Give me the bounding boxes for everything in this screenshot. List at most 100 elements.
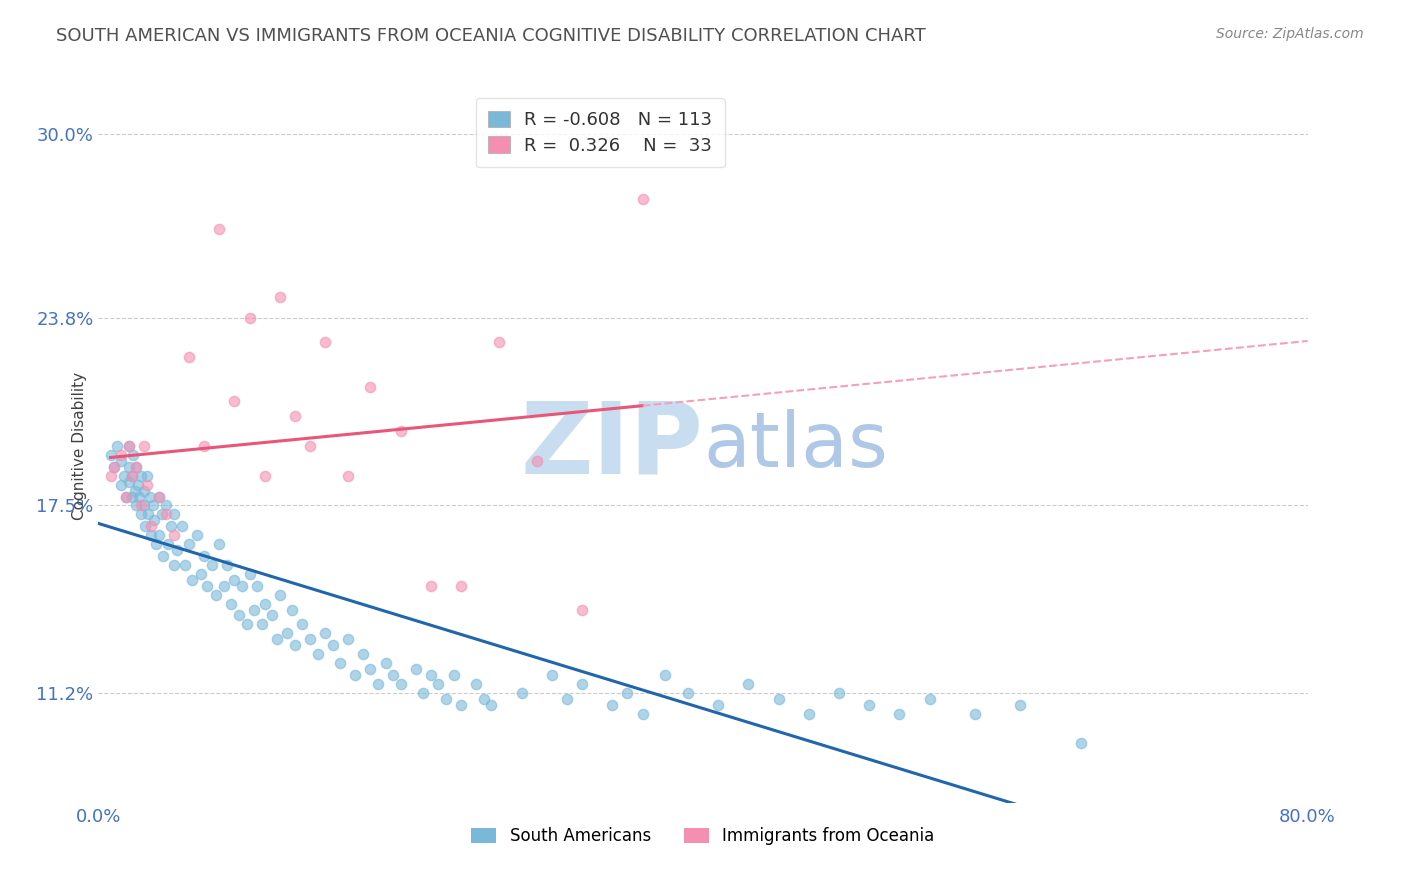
Point: [616, 686, 638, 700]
Point: [450, 698, 472, 712]
Point: [235, 617, 257, 632]
Point: [118, 439, 141, 453]
Point: [427, 677, 450, 691]
Point: [676, 686, 699, 700]
Point: [540, 668, 562, 682]
Point: [150, 508, 173, 522]
Point: [103, 459, 125, 474]
Point: [307, 647, 329, 661]
Point: [166, 543, 188, 558]
Point: [450, 579, 472, 593]
Point: [262, 608, 284, 623]
Point: [284, 409, 307, 424]
Point: [367, 677, 389, 691]
Point: [858, 698, 880, 712]
Point: [314, 334, 336, 349]
Point: [707, 698, 730, 712]
Point: [352, 647, 374, 661]
Point: [125, 499, 148, 513]
Point: [118, 439, 141, 453]
Point: [155, 499, 177, 513]
Point: [148, 528, 170, 542]
Point: [193, 549, 215, 563]
Point: [105, 439, 128, 453]
Point: [201, 558, 224, 572]
Point: [239, 311, 262, 326]
Point: [389, 424, 412, 438]
Point: [299, 439, 322, 453]
Point: [129, 508, 152, 522]
Point: [631, 192, 654, 206]
Point: [148, 490, 170, 504]
Point: [434, 691, 457, 706]
Point: [148, 490, 170, 504]
Point: [134, 519, 156, 533]
Point: [103, 459, 125, 474]
Point: [141, 519, 163, 533]
Point: [284, 638, 307, 652]
Point: [208, 537, 231, 551]
Point: [128, 490, 150, 504]
Point: [889, 706, 911, 721]
Point: [181, 573, 204, 587]
Point: [965, 706, 987, 721]
Point: [420, 579, 443, 593]
Point: [195, 579, 218, 593]
Point: [510, 686, 533, 700]
Point: [412, 686, 434, 700]
Point: [145, 537, 167, 551]
Point: [246, 579, 269, 593]
Point: [571, 677, 593, 691]
Y-axis label: Cognitive Disability: Cognitive Disability: [72, 372, 87, 520]
Point: [269, 290, 291, 304]
Point: [239, 566, 262, 581]
Point: [170, 519, 193, 533]
Point: [250, 617, 273, 632]
Point: [291, 617, 314, 632]
Point: [127, 477, 149, 491]
Point: [602, 698, 624, 712]
Legend: South Americans, Immigrants from Oceania: South Americans, Immigrants from Oceania: [464, 821, 942, 852]
Point: [420, 668, 443, 682]
Point: [155, 508, 177, 522]
Point: [135, 468, 157, 483]
Point: [122, 448, 145, 462]
Point: [179, 350, 201, 364]
Point: [374, 656, 396, 670]
Point: [224, 573, 246, 587]
Point: [118, 459, 141, 474]
Point: [100, 468, 122, 483]
Text: atlas: atlas: [703, 409, 887, 483]
Point: [526, 454, 548, 468]
Point: [443, 668, 465, 682]
Point: [215, 558, 238, 572]
Point: [382, 668, 405, 682]
Point: [336, 468, 359, 483]
Point: [1010, 698, 1032, 712]
Point: [152, 549, 174, 563]
Point: [110, 477, 132, 491]
Point: [135, 477, 157, 491]
Point: [253, 597, 276, 611]
Point: [224, 394, 246, 409]
Text: SOUTH AMERICAN VS IMMIGRANTS FROM OCEANIA COGNITIVE DISABILITY CORRELATION CHART: SOUTH AMERICAN VS IMMIGRANTS FROM OCEANI…: [56, 27, 927, 45]
Point: [329, 656, 352, 670]
Point: [276, 626, 298, 640]
Point: [314, 626, 336, 640]
Point: [797, 706, 820, 721]
Point: [142, 499, 165, 513]
Point: [114, 490, 136, 504]
Point: [299, 632, 322, 647]
Point: [132, 499, 155, 513]
Point: [110, 454, 132, 468]
Point: [212, 579, 235, 593]
Point: [163, 508, 186, 522]
Point: [121, 468, 143, 483]
Point: [186, 528, 208, 542]
Point: [136, 508, 159, 522]
Point: [737, 677, 759, 691]
Point: [125, 459, 148, 474]
Point: [228, 608, 250, 623]
Point: [160, 519, 183, 533]
Point: [389, 677, 412, 691]
